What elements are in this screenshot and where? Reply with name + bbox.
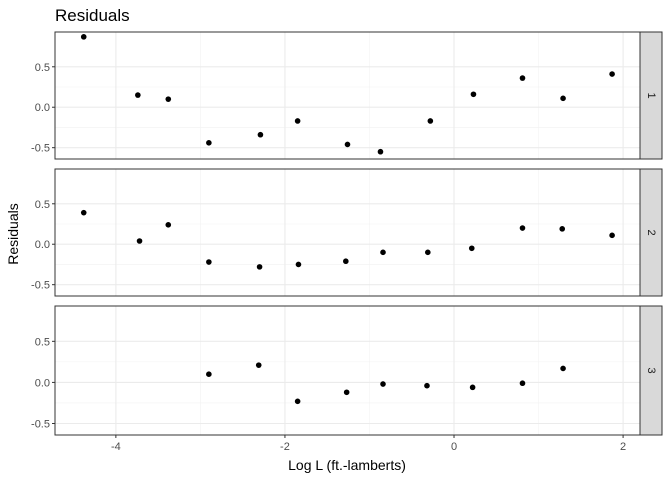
facet-panel-1: -0.5 0.0 0.5 1 <box>31 31 663 160</box>
data-point <box>206 140 212 146</box>
data-point <box>344 141 351 148</box>
y-tick-label: -0.5 <box>31 280 50 292</box>
facet-strip-label: 3 <box>645 367 657 373</box>
chart-title: Residuals <box>55 6 130 25</box>
data-point <box>135 92 141 98</box>
data-point <box>80 209 87 216</box>
data-point <box>469 384 476 391</box>
data-point <box>424 382 430 389</box>
data-point <box>560 365 566 372</box>
data-point <box>136 238 143 244</box>
data-point <box>519 225 526 231</box>
data-point <box>294 118 301 124</box>
facet-panel-3: -0.5 0.0 0.5 3 <box>31 305 663 436</box>
y-tick-label: -0.5 <box>31 143 50 155</box>
x-tick-label: -4 <box>111 441 121 453</box>
y-tick-label: 0.0 <box>35 377 50 389</box>
y-tick-label: 0.0 <box>35 102 50 114</box>
data-point <box>425 249 431 256</box>
y-tick-label: 0.0 <box>35 239 50 251</box>
panel-background <box>55 32 640 159</box>
data-point <box>294 398 301 405</box>
data-point <box>609 232 615 239</box>
data-point <box>256 264 263 270</box>
data-point <box>380 249 386 256</box>
x-tick-label: -2 <box>280 441 290 453</box>
data-point <box>206 371 212 377</box>
panel-background <box>55 169 640 296</box>
data-point <box>519 75 526 81</box>
x-axis-title: Log L (ft.-lamberts) <box>288 457 406 473</box>
x-tick-label: 0 <box>451 441 457 453</box>
data-point <box>165 222 172 228</box>
facet-strip <box>639 168 663 297</box>
data-point <box>343 258 349 265</box>
y-tick-label: -0.5 <box>31 418 50 430</box>
y-tick-label: 0.5 <box>35 336 50 348</box>
data-point <box>377 148 384 155</box>
x-axis: -4 -2 0 2 <box>111 435 626 453</box>
data-point <box>468 245 475 252</box>
facet-strip <box>639 31 663 160</box>
y-tick-label: 0.5 <box>35 62 50 74</box>
y-tick-label: 0.5 <box>35 199 50 211</box>
data-point <box>255 362 262 368</box>
data-point <box>206 259 212 265</box>
facet-panels: -0.5 0.0 0.5 1 -0.5 0.0 0.5 2 -0.5 0.0 0.5 3 <box>31 31 663 436</box>
data-point <box>80 34 87 40</box>
data-point <box>609 71 615 77</box>
data-point <box>165 96 172 102</box>
y-axis-title: Residuals <box>5 203 21 264</box>
facet-panel-2: -0.5 0.0 0.5 2 <box>31 168 663 297</box>
data-point <box>343 389 350 396</box>
facet-strip <box>639 305 663 436</box>
data-point <box>295 261 302 268</box>
facet-strip-label: 2 <box>645 229 657 235</box>
facet-strip-label: 1 <box>645 92 657 98</box>
data-point <box>559 226 566 232</box>
data-point <box>470 91 477 98</box>
data-point <box>257 131 264 138</box>
x-tick-label: 2 <box>620 441 626 453</box>
panel-background <box>55 306 640 435</box>
data-point <box>380 381 386 387</box>
data-point <box>560 95 566 102</box>
data-point <box>519 380 526 387</box>
data-point <box>427 118 434 124</box>
